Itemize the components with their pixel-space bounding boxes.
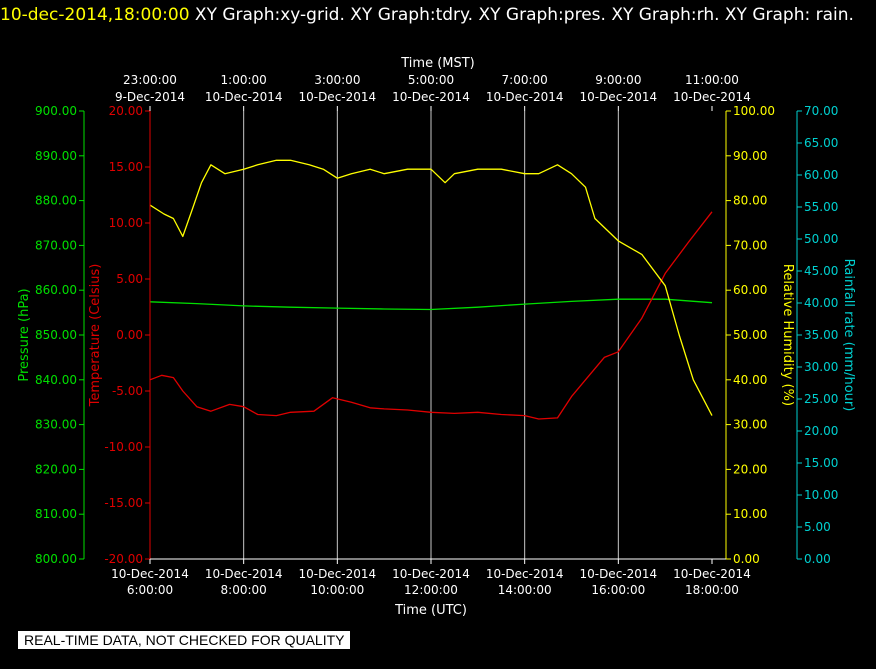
pressure-tick-label: 890.00: [35, 149, 77, 163]
x-top-date: 10-Dec-2014: [205, 90, 283, 104]
rainfall-tick-label: 35.00: [804, 328, 838, 342]
x-bottom-title: Time (UTC): [394, 603, 467, 618]
x-bottom-date: 10-Dec-2014: [205, 567, 283, 581]
humidity-tick-label: 20.00: [733, 462, 767, 476]
x-top-time: 7:00:00: [502, 73, 548, 87]
x-top-time: 9:00:00: [595, 73, 641, 87]
x-top-date: 10-Dec-2014: [673, 90, 751, 104]
x-bottom-time: 10:00:00: [310, 583, 364, 597]
temperature-tick-label: -10.00: [104, 440, 143, 454]
x-top-date: 10-Dec-2014: [298, 90, 376, 104]
temperature-axis-label: Temperature (Celsius): [88, 264, 103, 408]
humidity-series-line: [149, 159, 713, 416]
humidity-tick-label: 100.00: [733, 104, 775, 118]
temperature-tick-label: 20.00: [109, 104, 143, 118]
x-top-time: 23:00:00: [123, 73, 177, 87]
humidity-tick-label: 60.00: [733, 283, 767, 297]
humidity-axis-label: Relative Humidity (%): [780, 264, 795, 406]
rainfall-tick-label: 30.00: [804, 360, 838, 374]
pressure-tick-label: 850.00: [35, 328, 77, 342]
humidity-tick-label: 40.00: [733, 373, 767, 387]
temperature-series-line: [149, 211, 713, 420]
grid-lines: [243, 111, 619, 559]
humidity-axis: 0.00 10.00 20.00 30.00 40.00 50.00 60.00 70.00 8…: [725, 104, 795, 566]
x-top-date: 10-Dec-2014: [579, 90, 657, 104]
pressure-axis-label: Pressure (hPa): [17, 288, 32, 381]
pressure-tick-label: 840.00: [35, 373, 77, 387]
temperature-tick-label: -20.00: [104, 552, 143, 566]
axes-layer: 800.00 810.00 820.00 830.00 840.00 850.00 860.…: [17, 104, 856, 566]
x-bottom-date: 10-Dec-2014: [111, 567, 189, 581]
x-bottom-time: 16:00:00: [591, 583, 645, 597]
x-axes-layer: 10-Dec-2014 6:00:00 23:00:00 9-Dec-2014 10-D…: [111, 56, 751, 618]
temperature-tick-label: 5.00: [116, 272, 143, 286]
humidity-tick-label: 50.00: [733, 328, 767, 342]
rainfall-tick-label: 60.00: [804, 168, 838, 182]
x-top-date: 10-Dec-2014: [392, 90, 470, 104]
rainfall-tick-label: 50.00: [804, 232, 838, 246]
temperature-axis: -20.00 -15.00 -10.00 -5.00 0.00 5.00 10.00 15.0…: [88, 104, 151, 566]
rainfall-tick-label: 65.00: [804, 136, 838, 150]
rainfall-tick-label: 70.00: [804, 104, 838, 118]
quality-notice: REAL-TIME DATA, NOT CHECKED FOR QUALITY: [18, 631, 351, 649]
rainfall-tick-label: 15.00: [804, 456, 838, 470]
chart-header: 10-dec-2014,18:00:00 XY Graph:xy-grid. X…: [0, 2, 876, 28]
x-bottom-date: 10-Dec-2014: [298, 567, 376, 581]
pressure-tick-label: 820.00: [35, 462, 77, 476]
x-bottom-date: 10-Dec-2014: [579, 567, 657, 581]
pressure-tick-label: 800.00: [35, 552, 77, 566]
temperature-tick-label: 15.00: [109, 160, 143, 174]
timestamp: 10-dec-2014,18:00:00: [0, 5, 190, 25]
rainfall-axis: 0.00 5.00 10.00 15.00 20.00 25.00 30.00 35.00 40…: [796, 104, 856, 566]
rainfall-tick-label: 45.00: [804, 264, 838, 278]
x-bottom-time: 18:00:00: [685, 583, 739, 597]
humidity-tick-label: 10.00: [733, 507, 767, 521]
temperature-tick-label: 0.00: [116, 328, 143, 342]
rainfall-tick-label: 40.00: [804, 296, 838, 310]
x-top-time: 5:00:00: [408, 73, 454, 87]
rainfall-tick-label: 5.00: [804, 520, 831, 534]
humidity-tick-label: 30.00: [733, 418, 767, 432]
x-bottom-date: 10-Dec-2014: [673, 567, 751, 581]
x-top-time: 1:00:00: [221, 73, 267, 87]
rainfall-axis-label: Rainfall rate (mm/hour): [841, 259, 856, 412]
pressure-series-line: [149, 298, 713, 311]
pressure-tick-label: 880.00: [35, 194, 77, 208]
x-top-time: 11:00:00: [685, 73, 739, 87]
x-bottom-date: 10-Dec-2014: [486, 567, 564, 581]
humidity-tick-label: 90.00: [733, 149, 767, 163]
x-top-date: 10-Dec-2014: [486, 90, 564, 104]
pressure-tick-label: 830.00: [35, 418, 77, 432]
x-top-time: 3:00:00: [314, 73, 360, 87]
x-top-title: Time (MST): [400, 56, 475, 71]
rainfall-tick-label: 20.00: [804, 424, 838, 438]
x-top-date: 9-Dec-2014: [115, 90, 185, 104]
x-bottom-time: 8:00:00: [221, 583, 267, 597]
x-bottom-time: 6:00:00: [127, 583, 173, 597]
humidity-tick-label: 0.00: [733, 552, 760, 566]
x-bottom-time: 12:00:00: [404, 583, 458, 597]
humidity-tick-label: 80.00: [733, 194, 767, 208]
temperature-tick-label: 10.00: [109, 216, 143, 230]
pressure-tick-label: 870.00: [35, 238, 77, 252]
pressure-tick-label: 900.00: [35, 104, 77, 118]
temperature-tick-label: -15.00: [104, 496, 143, 510]
rainfall-tick-label: 25.00: [804, 392, 838, 406]
rainfall-tick-label: 0.00: [804, 552, 831, 566]
temperature-tick-label: -5.00: [112, 384, 143, 398]
pressure-tick-label: 810.00: [35, 507, 77, 521]
series-layer: [149, 159, 713, 420]
x-bottom-time: 14:00:00: [498, 583, 552, 597]
graph-list: XY Graph:xy-grid. XY Graph:tdry. XY Grap…: [189, 5, 854, 25]
rainfall-tick-label: 55.00: [804, 200, 838, 214]
pressure-tick-label: 860.00: [35, 283, 77, 297]
rainfall-tick-label: 10.00: [804, 488, 838, 502]
pressure-axis: 800.00 810.00 820.00 830.00 840.00 850.00 860.…: [17, 104, 85, 566]
x-bottom-date: 10-Dec-2014: [392, 567, 470, 581]
humidity-tick-label: 70.00: [733, 238, 767, 252]
